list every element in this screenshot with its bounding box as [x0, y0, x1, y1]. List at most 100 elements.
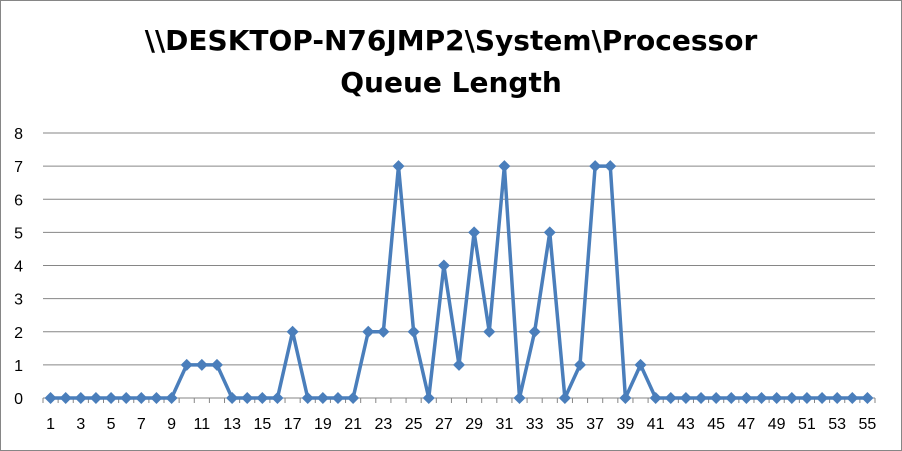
x-tick-label-1: 1 [46, 416, 55, 433]
data-point-x-37 [589, 160, 602, 173]
data-point-x-18 [301, 392, 314, 404]
data-point-x-4 [89, 392, 102, 404]
x-tick-label-41: 41 [647, 416, 665, 433]
x-tick-label-19: 19 [314, 416, 332, 433]
data-point-x-38 [604, 160, 617, 173]
x-tick-label-15: 15 [253, 416, 271, 433]
data-point-x-44 [695, 392, 708, 404]
data-point-x-35 [558, 392, 571, 404]
data-point-x-25 [407, 325, 420, 338]
x-tick-label-55: 55 [859, 416, 877, 433]
data-point-x-13 [226, 392, 239, 404]
data-point-x-9 [165, 392, 178, 404]
data-point-x-54 [846, 392, 859, 404]
x-tick-label-27: 27 [435, 416, 453, 433]
data-point-x-32 [513, 392, 526, 404]
x-tick-label-5: 5 [107, 416, 116, 433]
x-tick-label-43: 43 [677, 416, 695, 433]
x-tick-label-45: 45 [707, 416, 725, 433]
data-point-x-11 [195, 358, 208, 371]
data-point-x-14 [241, 392, 254, 404]
data-point-x-41 [649, 392, 662, 404]
data-point-x-20 [331, 392, 344, 404]
data-point-x-2 [59, 392, 72, 404]
y-tick-label-7: 7 [14, 159, 23, 176]
x-tick-label-47: 47 [738, 416, 756, 433]
data-point-x-33 [528, 325, 541, 338]
data-point-x-45 [710, 392, 723, 404]
y-axis-tick-labels: 0 1 2 3 4 5 6 7 8 [14, 126, 23, 408]
data-point-x-42 [664, 392, 677, 404]
chart-title-line-1: \\DESKTOP-N76JMP2\System\Processor [144, 24, 758, 57]
data-point-x-21 [347, 392, 360, 404]
data-point-x-28 [453, 358, 465, 371]
data-point-x-19 [316, 392, 329, 404]
data-point-x-52 [816, 392, 829, 404]
y-tick-label-4: 4 [14, 259, 23, 276]
data-point-x-5 [105, 392, 118, 404]
data-point-x-43 [679, 392, 692, 404]
x-tick-label-51: 51 [798, 416, 816, 433]
data-point-x-15 [256, 392, 269, 404]
x-tick-label-33: 33 [526, 416, 544, 433]
chart-title-line-2: Queue Length [340, 66, 562, 99]
data-point-x-7 [135, 392, 148, 404]
x-axis-tick-labels: 1 3 5 7 9 11 13 15 17 19 21 23 25 27 29 31 33 35 37 39 41 43 4… [46, 416, 876, 433]
y-tick-label-0: 0 [14, 391, 23, 408]
x-tick-label-49: 49 [768, 416, 786, 433]
x-tick-label-35: 35 [556, 416, 574, 433]
data-point-x-23 [377, 325, 390, 338]
data-point-x-36 [574, 358, 587, 371]
x-tick-label-31: 31 [495, 416, 513, 433]
data-point-x-51 [800, 392, 813, 404]
data-point-x-24 [392, 160, 405, 173]
y-tick-label-5: 5 [14, 225, 23, 242]
data-point-x-27 [437, 259, 450, 272]
data-point-x-22 [362, 325, 375, 338]
x-tick-label-29: 29 [465, 416, 483, 433]
x-tick-label-11: 11 [194, 416, 211, 433]
data-point-x-6 [120, 392, 133, 404]
x-tick-label-39: 39 [617, 416, 635, 433]
y-tick-label-6: 6 [14, 192, 23, 209]
x-tick-label-3: 3 [76, 416, 85, 433]
x-tick-label-53: 53 [828, 416, 846, 433]
data-point-x-31 [498, 160, 511, 173]
data-point-x-50 [785, 392, 798, 404]
data-point-x-53 [831, 392, 844, 404]
y-tick-label-1: 1 [14, 358, 23, 375]
data-point-x-12 [210, 358, 223, 371]
series-queue-length [44, 160, 874, 404]
data-point-x-16 [271, 392, 284, 404]
data-point-x-47 [740, 392, 753, 404]
data-point-x-17 [286, 325, 299, 338]
data-point-x-26 [422, 392, 435, 404]
x-tick-label-9: 9 [167, 416, 176, 433]
y-tick-label-3: 3 [14, 292, 23, 309]
data-point-x-10 [180, 358, 193, 371]
data-point-x-30 [483, 325, 496, 338]
x-tick-label-37: 37 [586, 416, 604, 433]
x-tick-label-23: 23 [374, 416, 392, 433]
data-point-x-1 [44, 392, 57, 404]
data-point-x-46 [725, 392, 738, 404]
x-tick-label-21: 21 [344, 416, 362, 433]
x-tick-label-7: 7 [137, 416, 146, 433]
data-point-x-8 [150, 392, 163, 404]
data-point-x-48 [755, 392, 768, 404]
data-point-x-55 [861, 392, 874, 404]
x-tick-label-13: 13 [223, 416, 241, 433]
data-point-x-29 [468, 226, 481, 239]
chart-title: \\DESKTOP-N76JMP2\System\Processor Queue… [0, 20, 902, 104]
x-tick-label-25: 25 [405, 416, 423, 433]
x-tick-label-17: 17 [284, 416, 302, 433]
data-point-x-34 [543, 226, 556, 239]
y-tick-label-8: 8 [14, 126, 23, 143]
data-point-x-40 [634, 358, 647, 371]
y-tick-label-2: 2 [14, 325, 23, 342]
data-point-x-49 [770, 392, 783, 404]
gridlines [43, 132, 875, 366]
data-point-x-3 [74, 392, 87, 404]
